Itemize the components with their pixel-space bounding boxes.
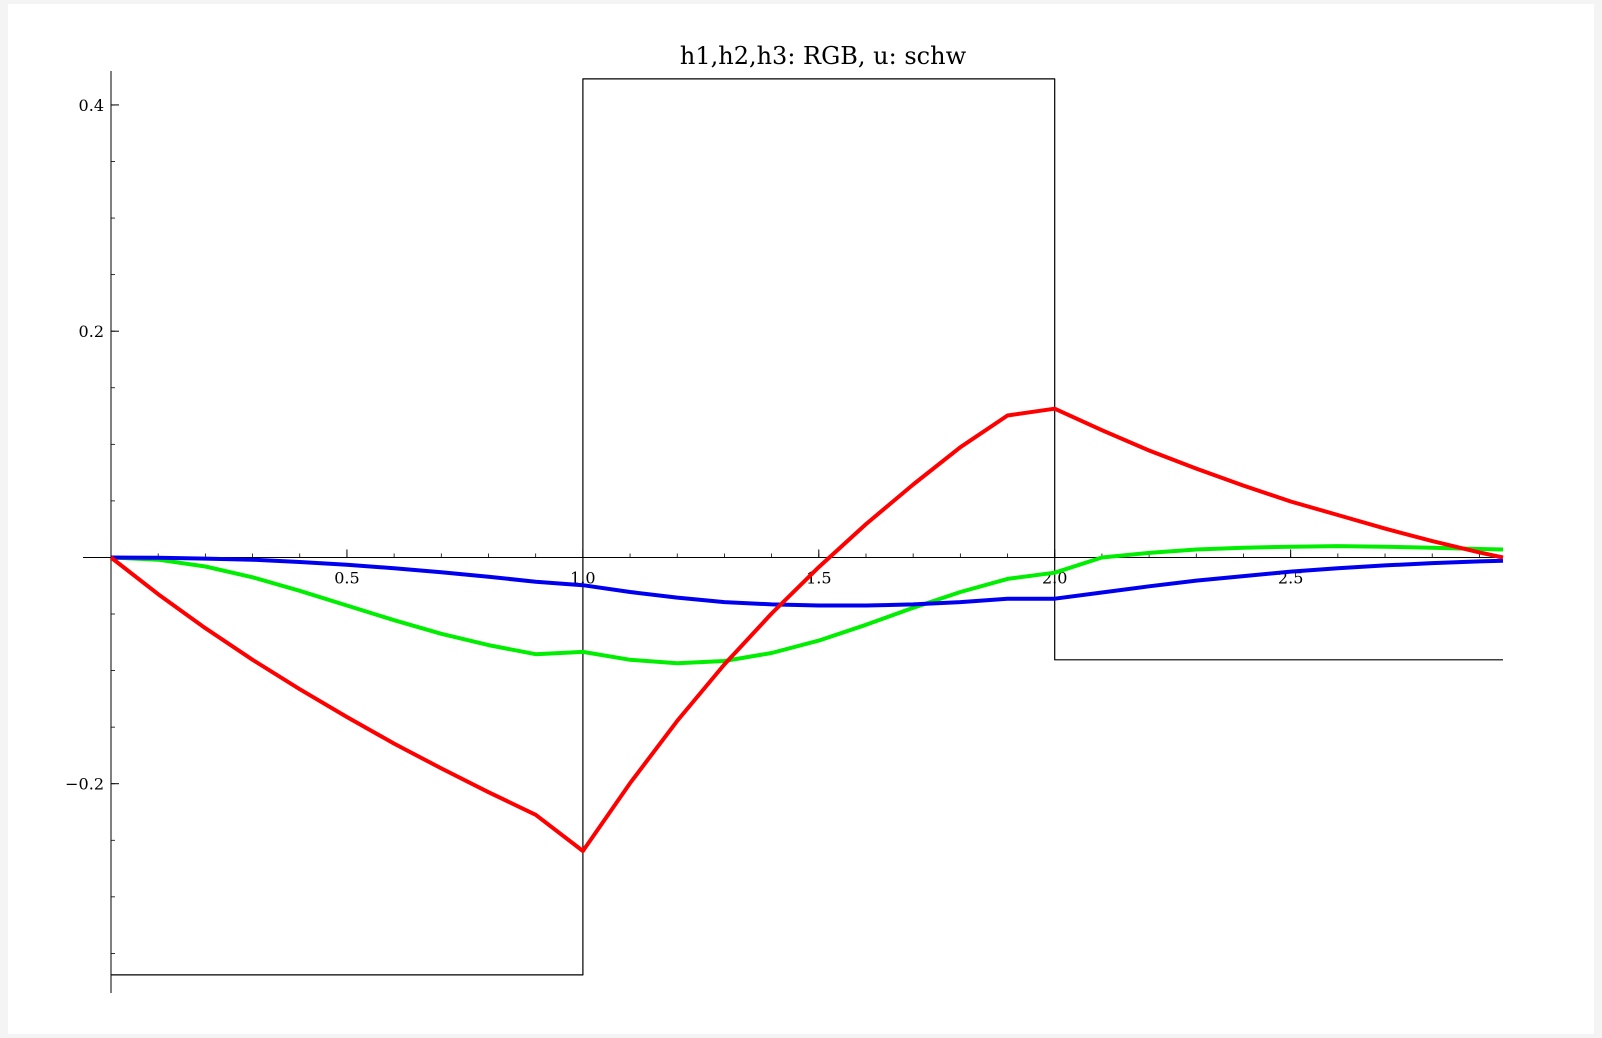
series-line-h2 <box>110 544 1504 666</box>
series-line-h1 <box>109 406 1504 853</box>
x-tick-label: 0.5 <box>334 568 359 587</box>
axes: 0.5 1.0 1.5 2.0 2.50.40.2−0.2 <box>65 71 1503 993</box>
y-tick-label: 0.2 <box>79 322 104 341</box>
y-tick-label: −0.2 <box>65 775 104 794</box>
y-tick-label: 0.4 <box>79 96 104 115</box>
series-line-h3 <box>110 555 1504 608</box>
series-line-u <box>111 78 1503 976</box>
chart-frame: h1,h2,h3: RGB, u: schw 0.5 1.0 1.5 2.0 2.5 0.… <box>8 4 1594 1034</box>
series-layer <box>109 78 1504 976</box>
line-chart: h1,h2,h3: RGB, u: schw 0.5 1.0 1.5 2.0 2.50.… <box>65 42 1504 993</box>
chart-title: h1,h2,h3: RGB, u: schw <box>680 42 967 70</box>
